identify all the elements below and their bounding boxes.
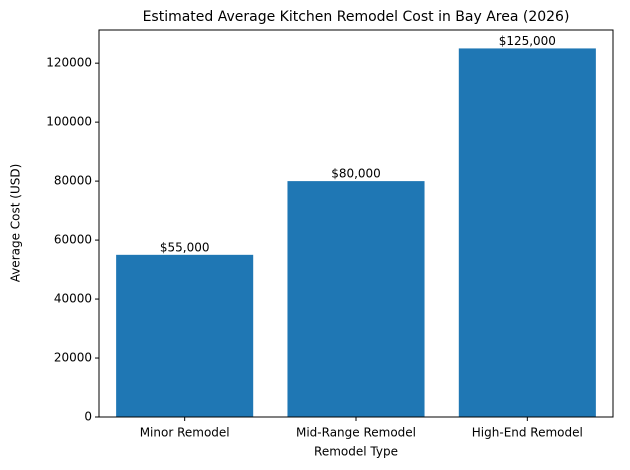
chart-title: Estimated Average Kitchen Remodel Cost i… [143, 9, 570, 25]
y-tick-label: 120000 [46, 56, 92, 70]
x-tick-label: Mid-Range Remodel [296, 426, 416, 440]
y-tick-label: 40000 [54, 292, 92, 306]
bar [287, 181, 425, 417]
bar [458, 48, 596, 418]
plot-frame [98, 29, 614, 418]
y-tick-label: 20000 [54, 351, 92, 365]
y-tick-label: 100000 [46, 115, 92, 129]
y-tick-label: 0 [84, 410, 92, 424]
y-tick-label: 60000 [54, 233, 92, 247]
bar [116, 254, 254, 417]
x-axis-label: Remodel Type [314, 445, 398, 459]
x-tick-label: Minor Remodel [140, 426, 230, 440]
value-label: $125,000 [499, 34, 556, 48]
value-label: $80,000 [331, 167, 381, 181]
y-tick-label: 80000 [54, 174, 92, 188]
value-label: $55,000 [160, 240, 210, 254]
x-tick-label: High-End Remodel [472, 426, 583, 440]
y-axis-label: Average Cost (USD) [9, 164, 23, 283]
